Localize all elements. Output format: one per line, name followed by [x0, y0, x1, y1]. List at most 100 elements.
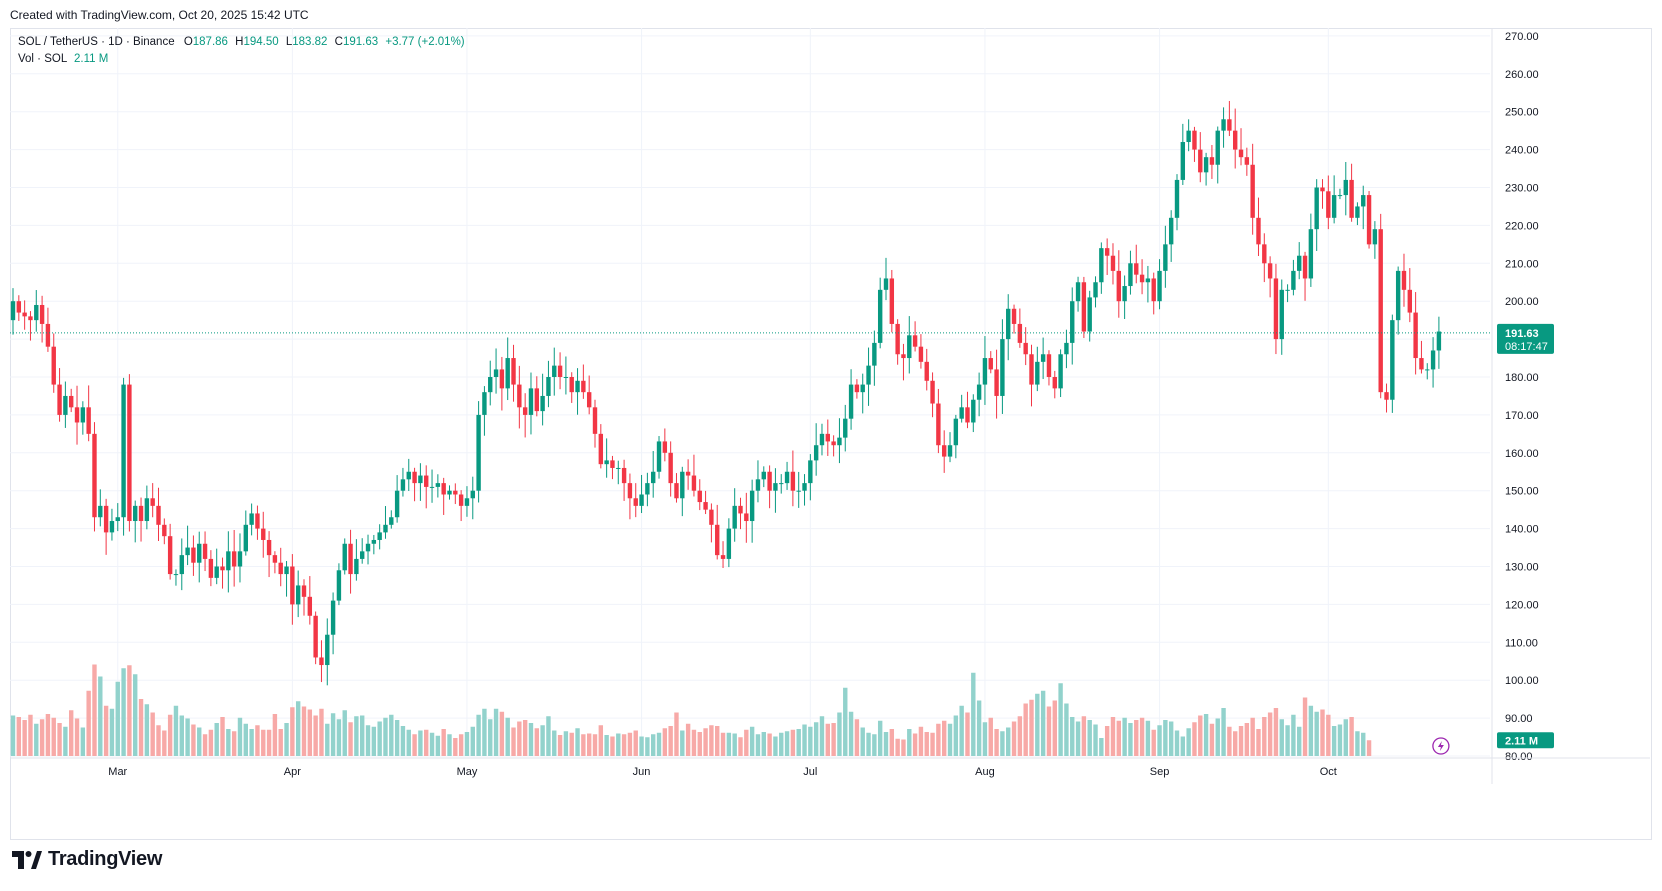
candle-body: [63, 395, 68, 415]
volume-bar: [389, 714, 394, 756]
candle-body: [779, 483, 784, 485]
candle-body: [749, 490, 755, 522]
volume-bar: [16, 717, 22, 756]
candle-body: [680, 471, 685, 499]
candle-body: [1401, 270, 1407, 290]
candle-body: [1238, 149, 1244, 158]
volume-bar: [499, 711, 505, 756]
volume-bar: [895, 738, 900, 756]
volume-bar: [464, 732, 470, 756]
volume-bar: [231, 731, 237, 756]
candle-body: [150, 498, 155, 506]
price-tick-label: 230.00: [1505, 183, 1539, 195]
candle-body: [790, 471, 796, 491]
volume-bar: [1366, 740, 1372, 756]
candle-body: [1384, 392, 1389, 400]
candle-body: [202, 543, 208, 559]
candle-body: [837, 437, 842, 446]
candle-body: [57, 384, 62, 415]
candle-body: [325, 634, 330, 666]
candle-body: [872, 342, 877, 366]
volume-bar: [1308, 705, 1314, 756]
volume-bar: [424, 729, 429, 756]
volume-bar: [34, 723, 39, 756]
candle-body: [1029, 354, 1034, 385]
volume-tag-value: 2.11 M: [1505, 735, 1538, 747]
symbol-label[interactable]: SOL / TetherUS · 1D · Binance: [18, 36, 175, 48]
candle-body: [1314, 187, 1319, 230]
candle-body: [645, 483, 650, 495]
candle-body: [1279, 289, 1284, 340]
volume-bar: [150, 712, 155, 756]
candle-body: [185, 547, 190, 556]
candle-body: [1250, 164, 1255, 218]
volume-bar: [1151, 729, 1156, 756]
volume-bar: [103, 705, 109, 756]
candle-body: [604, 460, 609, 465]
candle-body: [371, 539, 377, 544]
candle-body: [947, 445, 953, 457]
candle-body: [208, 558, 214, 578]
volume-bar: [237, 717, 243, 756]
volume-bar: [528, 723, 534, 756]
candle-body: [1070, 301, 1075, 343]
last-price-tag-value: 191.63: [1505, 328, 1539, 340]
candle-body: [522, 407, 528, 415]
volume-bar: [447, 734, 452, 756]
candle-body: [1017, 323, 1023, 343]
candle-body: [1011, 308, 1017, 324]
candle-body: [418, 475, 423, 484]
candle-body: [1203, 157, 1209, 173]
open-value: 187.86: [192, 36, 228, 48]
volume-bar: [1000, 731, 1005, 756]
candle-body: [1081, 282, 1087, 332]
volume-bar: [202, 734, 208, 756]
volume-bar: [656, 732, 662, 756]
candle-body: [1233, 130, 1238, 150]
volume-bar: [825, 723, 830, 756]
price-tick-label: 120.00: [1505, 599, 1539, 611]
candle-body: [1064, 342, 1069, 355]
volume-bar: [255, 725, 260, 756]
volume-label[interactable]: Vol · SOL: [18, 53, 67, 65]
candle-body: [517, 384, 522, 408]
volume-bar: [831, 723, 836, 756]
volume-bar: [1314, 711, 1319, 756]
volume-bar: [808, 726, 813, 756]
candle-body: [918, 346, 924, 362]
candle-body: [907, 335, 912, 359]
candle-body: [284, 566, 289, 575]
candle-body: [365, 543, 371, 552]
volume-bar: [1331, 726, 1337, 756]
volume-bar: [982, 722, 988, 756]
candle-body: [889, 278, 895, 324]
candle-body: [16, 301, 22, 313]
volume-bar: [994, 729, 999, 756]
tradingview-logo[interactable]: TradingView: [12, 848, 162, 871]
volume-bar: [819, 716, 825, 756]
candle-body: [1180, 142, 1186, 180]
candle-body: [912, 335, 918, 347]
candle-body: [237, 551, 243, 567]
price-tick-label: 250.00: [1505, 107, 1539, 119]
volume-bar: [1279, 719, 1284, 756]
candle-body: [738, 505, 743, 514]
volume-bar: [1128, 723, 1133, 756]
candle-body: [924, 361, 929, 381]
candle-body: [22, 312, 27, 317]
volume-bar: [709, 725, 714, 756]
volume-bar: [866, 732, 871, 756]
price-tick-label: 130.00: [1505, 562, 1539, 574]
candle-body: [1093, 282, 1098, 298]
candle-body: [295, 585, 301, 605]
candle-body: [10, 301, 16, 321]
candle-body: [720, 555, 726, 559]
volume-bar: [1244, 723, 1250, 756]
volume-bar: [360, 715, 365, 756]
volume-bar: [45, 714, 51, 756]
price-tick-label: 170.00: [1505, 410, 1539, 422]
candle-body: [74, 407, 80, 423]
candle-body: [953, 418, 959, 446]
candle-body: [45, 323, 51, 347]
